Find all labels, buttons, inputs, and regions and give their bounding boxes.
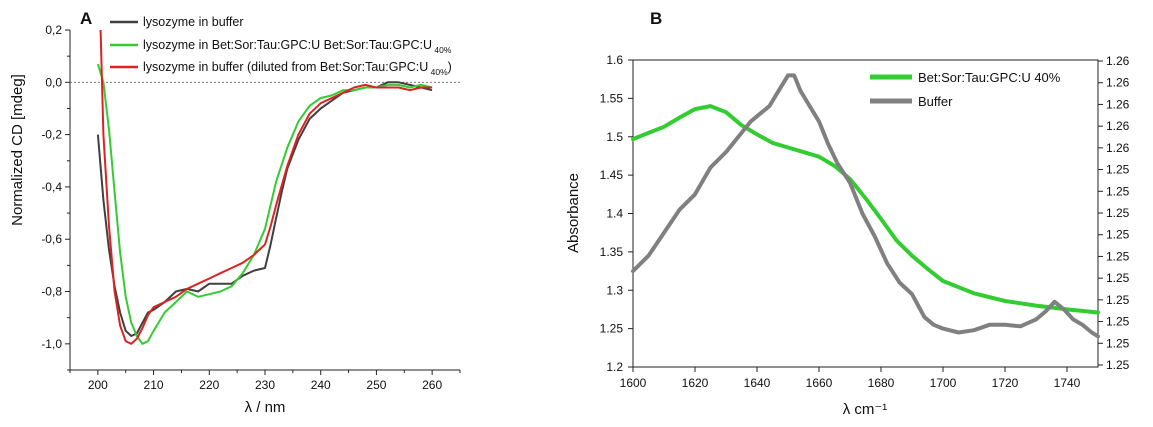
panel-b-y-tick-label: 1.35 (600, 245, 624, 259)
panel-b-right-y-tick-label: 1.25 (1106, 206, 1130, 220)
panel-b-right-y-tick-label: 1.26 (1106, 141, 1130, 155)
panel-b-x-ticks: 1600 1620 1640 1660 1680 1700 1720 1740 (620, 367, 1081, 390)
panel-a-x-tick-label: 230 (255, 378, 275, 392)
panel-b-right-y-tick-label: 1.26 (1106, 119, 1130, 133)
panel-a-y-tick-label: 0,2 (45, 23, 62, 37)
panel-a-x-tick-label: 200 (88, 378, 108, 392)
panel-a-series-line-buffer (96, 81, 433, 337)
panel-b-right-y-tick-label: 1.25 (1106, 271, 1130, 285)
panel-a-y-tick-label: -1,0 (41, 337, 62, 351)
panel-b-x-tick-label: 1680 (868, 376, 895, 390)
panel-b-y-tick-label: 1.45 (600, 168, 624, 182)
panel-a-y-tick-label: -0,6 (41, 232, 62, 246)
legend-a-entry-buffer: lysozyme in buffer (143, 15, 244, 29)
panel-b-x-label: λ cm⁻¹ (843, 401, 888, 418)
panel-b-series-line-des (631, 104, 1100, 315)
legend-a-entry-diluted: lysozyme in buffer (diluted from Bet:Sor… (143, 60, 452, 77)
panel-a-x-ticks: 200 210 220 230 240 250 260 (69, 370, 461, 392)
panel-b-y-tick-label: 1.2 (606, 360, 623, 374)
panel-b-x-tick-label: 1720 (992, 376, 1019, 390)
panel-b-right-y-tick-label: 1.25 (1106, 163, 1130, 177)
panel-b-right-y-tick-label: 1.25 (1106, 228, 1130, 242)
panel-a-x-tick-label: 220 (199, 378, 219, 392)
panel-a-y-tick-label: -0,4 (41, 180, 62, 194)
panel-b-right-y-tick-label: 1.25 (1106, 336, 1130, 350)
panel-b-right-y-tick-label: 1.25 (1106, 315, 1130, 329)
panel-b-x-tick-label: 1660 (806, 376, 833, 390)
panel-b-y-tick-label: 1.5 (606, 130, 623, 144)
panel-a-label: A (80, 9, 92, 28)
panel-b-y-tick-label: 1.6 (606, 53, 623, 67)
panel-a-x-tick-label: 210 (144, 378, 164, 392)
panel-b-x-tick-label: 1620 (682, 376, 709, 390)
panel-b-right-y-tick-label: 1.26 (1106, 97, 1130, 111)
panel-a-x-tick-label: 250 (366, 378, 386, 392)
panel-b-x-tick-label: 1640 (744, 376, 771, 390)
panel-b-right-y-tick-label: 1.26 (1106, 76, 1130, 90)
panel-b-x-tick-label: 1740 (1054, 376, 1081, 390)
panel-a-legend: lysozyme in buffer lysozyme in Bet:Sor:T… (110, 15, 452, 77)
panel-b-y-tick-label: 1.25 (600, 322, 624, 336)
panel-b-right-y-tick-label: 1.25 (1106, 184, 1130, 198)
legend-a-entry-des: lysozyme in Bet:Sor:Tau:GPC:U Bet:Sor:Ta… (143, 38, 452, 55)
legend-b-entry-buffer: Buffer (918, 94, 953, 109)
panel-a-y-tick-label: -0,2 (41, 128, 62, 142)
panel-a-series-line-des (96, 63, 433, 345)
panel-a-x-tick-label: 240 (311, 378, 331, 392)
panel-b-series-line-buffer (631, 73, 1100, 339)
panel-b-right-y-ticks: 1.26 1.26 1.26 1.26 1.26 1.25 1.25 1.25 1.25 1.25… (1098, 54, 1130, 372)
panel-a-x-label: λ / nm (245, 399, 286, 416)
panel-b-y-ticks: 1.6 1.55 1.5 1.45 1.4 1.35 1.3 1.25 1.2 (600, 53, 633, 374)
panel-b-x-tick-label: 1700 (930, 376, 957, 390)
panel-a-y-tick-label: -0,8 (41, 285, 62, 299)
panel-b-y-tick-label: 1.55 (600, 91, 624, 105)
legend-b-entry-des: Bet:Sor:Tau:GPC:U 40% (918, 70, 1061, 85)
panel-b-series-lines (631, 73, 1100, 339)
panel-b-x-tick-label: 1600 (620, 376, 647, 390)
panel-a-x-tick-label: 260 (422, 378, 442, 392)
panel-b-legend: Bet:Sor:Tau:GPC:U 40% Buffer (870, 70, 1061, 109)
panel-a-series-lines (96, 29, 433, 345)
panel-b-y-tick-label: 1.3 (606, 283, 623, 297)
panel-b-y-label: Absorbance (565, 173, 582, 253)
panel-a-y-tick-label: 0,0 (45, 75, 62, 89)
panel-b-right-y-tick-label: 1.26 (1106, 54, 1130, 68)
panel-b: B 1600 1620 1640 1660 1680 1700 1720 1740 1.61.… (565, 9, 1130, 418)
panel-b-right-y-tick-label: 1.25 (1106, 293, 1130, 307)
panel-b-right-y-tick-label: 1.25 (1106, 249, 1130, 263)
panel-b-label: B (650, 9, 662, 28)
panel-a-y-label: Normalized CD [mdeg] (9, 74, 26, 226)
panel-a-series-line-diluted (99, 29, 433, 345)
panel-b-y-tick-label: 1.4 (606, 207, 623, 221)
panel-a: A 200 210 220 230 240 250 260 0,2 0,0 -0,2 -0,4 -0… (9, 9, 461, 416)
panel-b-right-y-tick-label: 1.25 (1106, 358, 1130, 372)
panel-a-y-ticks: 0,2 0,0 -0,2 -0,4 -0,6 -0,8 -1,0 (41, 23, 70, 371)
